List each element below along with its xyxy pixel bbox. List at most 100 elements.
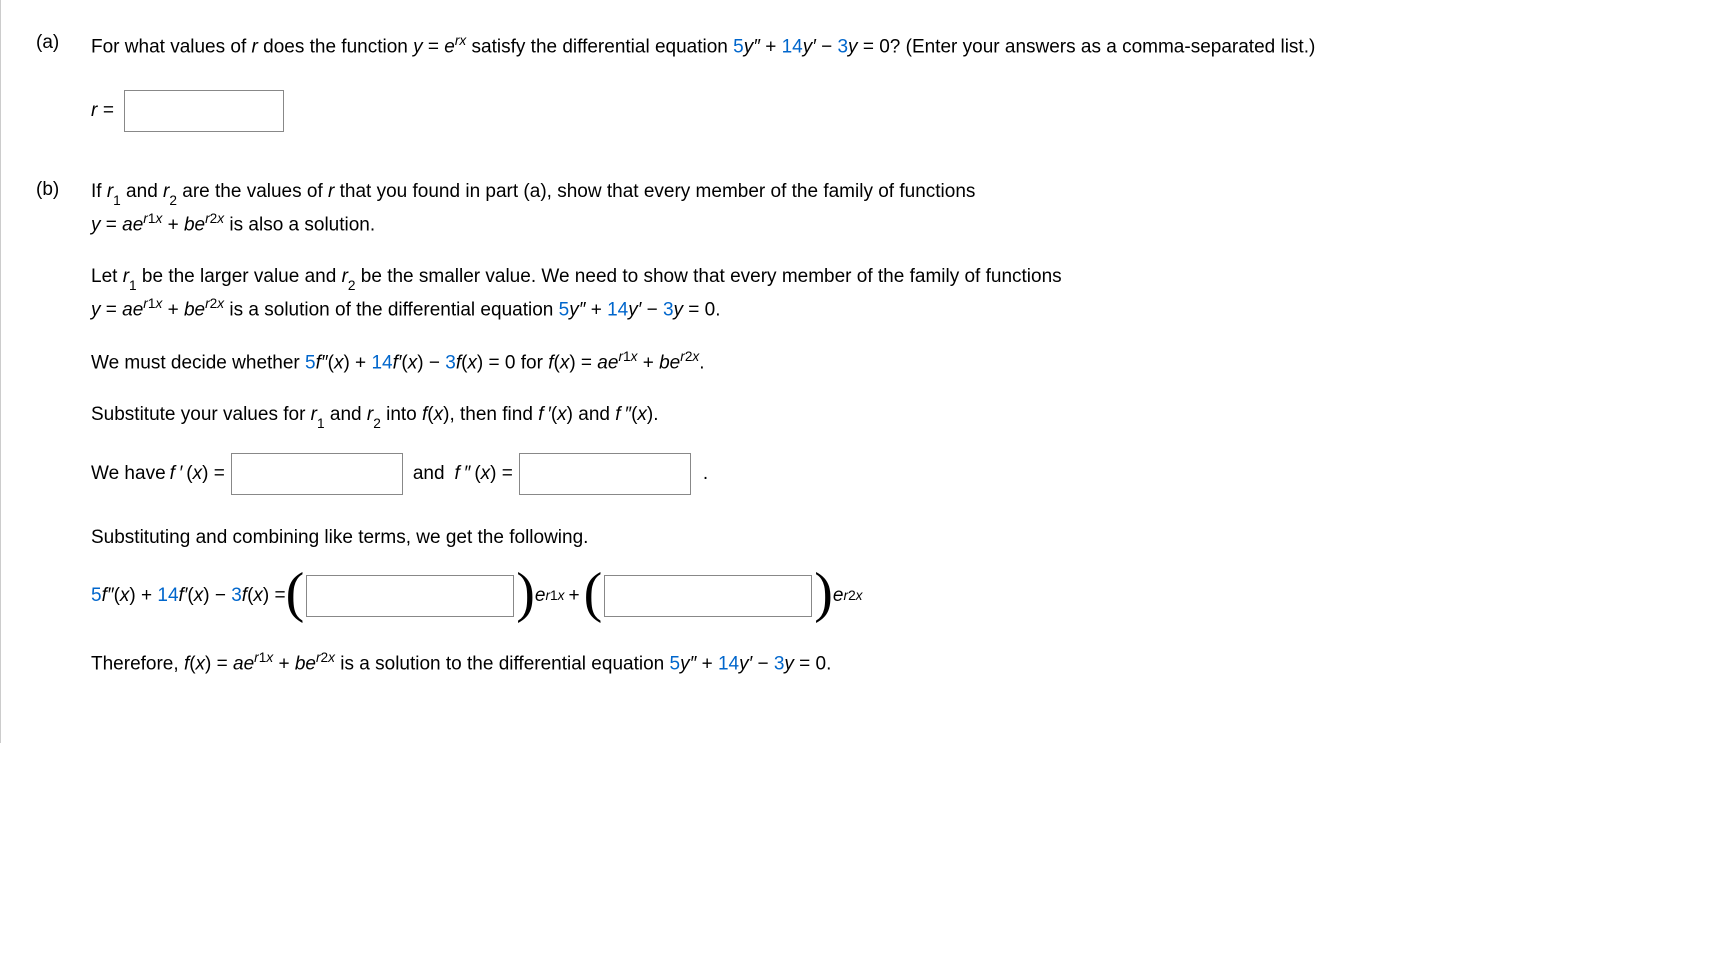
text: + (760, 36, 782, 57)
x: x (692, 349, 699, 364)
c: 5 (91, 585, 102, 606)
t: − (641, 299, 663, 320)
r-answer-row: r = (91, 90, 1685, 132)
ae: ae (122, 299, 143, 320)
x: (x) (401, 353, 423, 374)
t: + (136, 585, 158, 606)
r-equals-label: r = (91, 96, 114, 125)
ae: ae (233, 653, 254, 674)
part-b-p2: Let r1 be the larger value and r2 be the… (91, 262, 1685, 325)
ae: ae (597, 353, 618, 374)
x: x (266, 650, 273, 665)
y: y (91, 299, 101, 320)
t: − (210, 585, 232, 606)
be: be (184, 214, 205, 235)
t: . (653, 404, 658, 425)
yprime2: y″ (744, 36, 760, 57)
r: r (342, 266, 348, 287)
s: 1 (129, 278, 137, 293)
text: satisfy the differential equation (466, 36, 733, 57)
c: 14 (371, 353, 392, 374)
y: y (674, 299, 684, 320)
yprime: y′ (803, 36, 816, 57)
c: 14 (718, 653, 739, 674)
part-a: (a) For what values of r does the functi… (36, 30, 1685, 142)
be: be (295, 653, 316, 674)
fprime-input[interactable] (231, 453, 403, 495)
y: y′ (739, 653, 752, 674)
r-answer-input[interactable] (124, 90, 284, 132)
t: + (162, 214, 184, 235)
question-container: (a) For what values of r does the functi… (0, 0, 1730, 743)
t: . (703, 459, 708, 488)
t: is also a solution. (224, 214, 375, 235)
lhs: 5f″(x) + 14f′(x) − 3f(x) = (91, 581, 286, 610)
text: = (423, 36, 445, 57)
t: = (101, 214, 123, 235)
x: (x) (328, 353, 350, 374)
exp-rx: rx (455, 33, 466, 48)
coef1-input[interactable] (306, 575, 514, 617)
t: = 0. (794, 653, 832, 674)
t: − (752, 653, 774, 674)
x: (x) (551, 404, 573, 425)
part-b-p1: If r1 and r2 are the values of r that yo… (91, 177, 1685, 240)
x: x (558, 588, 565, 603)
part-b-p4: Substitute your values for r1 and r2 int… (91, 400, 1685, 431)
t: be the smaller value. We need to show th… (356, 266, 1062, 287)
t: be the larger value and (137, 266, 342, 287)
t: and (573, 404, 615, 425)
c: 5 (559, 299, 570, 320)
c: 3 (231, 585, 242, 606)
be: be (659, 353, 680, 374)
s: 1 (113, 193, 121, 208)
x: x (856, 588, 863, 603)
t: . (699, 353, 704, 374)
t: − (424, 353, 446, 374)
t: = 0. (683, 299, 721, 320)
fp: f ′ (538, 404, 551, 425)
part-b-content: If r1 and r2 are the values of r that yo… (91, 177, 1685, 679)
x: x (155, 296, 162, 311)
t: + (569, 581, 580, 610)
x: x (217, 211, 224, 226)
var-e: e (444, 36, 455, 57)
coef: 14 (782, 36, 803, 57)
t: and (413, 459, 445, 488)
t: We must decide whether (91, 353, 305, 374)
x: (x) (631, 404, 653, 425)
x: x (155, 211, 162, 226)
c: 3 (774, 653, 785, 674)
t: is a solution to the differential equati… (335, 653, 670, 674)
var-y: y (413, 36, 423, 57)
n: 1 (623, 349, 631, 364)
t: Substitute your values for (91, 404, 311, 425)
fdoubleprime-input[interactable] (519, 453, 691, 495)
y: y (848, 36, 858, 57)
n: 1 (550, 588, 558, 603)
ae: ae (122, 214, 143, 235)
derivative-row: We have f ′(x) = and f ″(x) = . (91, 453, 1685, 495)
x: (x) (114, 585, 136, 606)
e: e (833, 581, 844, 610)
coef2-input[interactable] (604, 575, 812, 617)
x: (x) (187, 585, 209, 606)
c: 14 (607, 299, 628, 320)
fp: f ′ (170, 459, 183, 488)
y: y″ (569, 299, 585, 320)
y: y″ (680, 653, 696, 674)
c: 3 (445, 353, 456, 374)
text: does the function (258, 36, 413, 57)
t: = (101, 299, 123, 320)
t: are the values of (177, 181, 328, 202)
n: 2 (848, 588, 856, 603)
t: + (696, 653, 718, 674)
coef: 3 (837, 36, 848, 57)
x: (x) (553, 353, 575, 374)
part-b-label: (b) (36, 177, 91, 201)
t: into (381, 404, 422, 425)
part-a-question: For what values of r does the function y… (91, 30, 1685, 62)
t: and (325, 404, 367, 425)
x: (x) (189, 653, 211, 674)
y: y (784, 653, 794, 674)
